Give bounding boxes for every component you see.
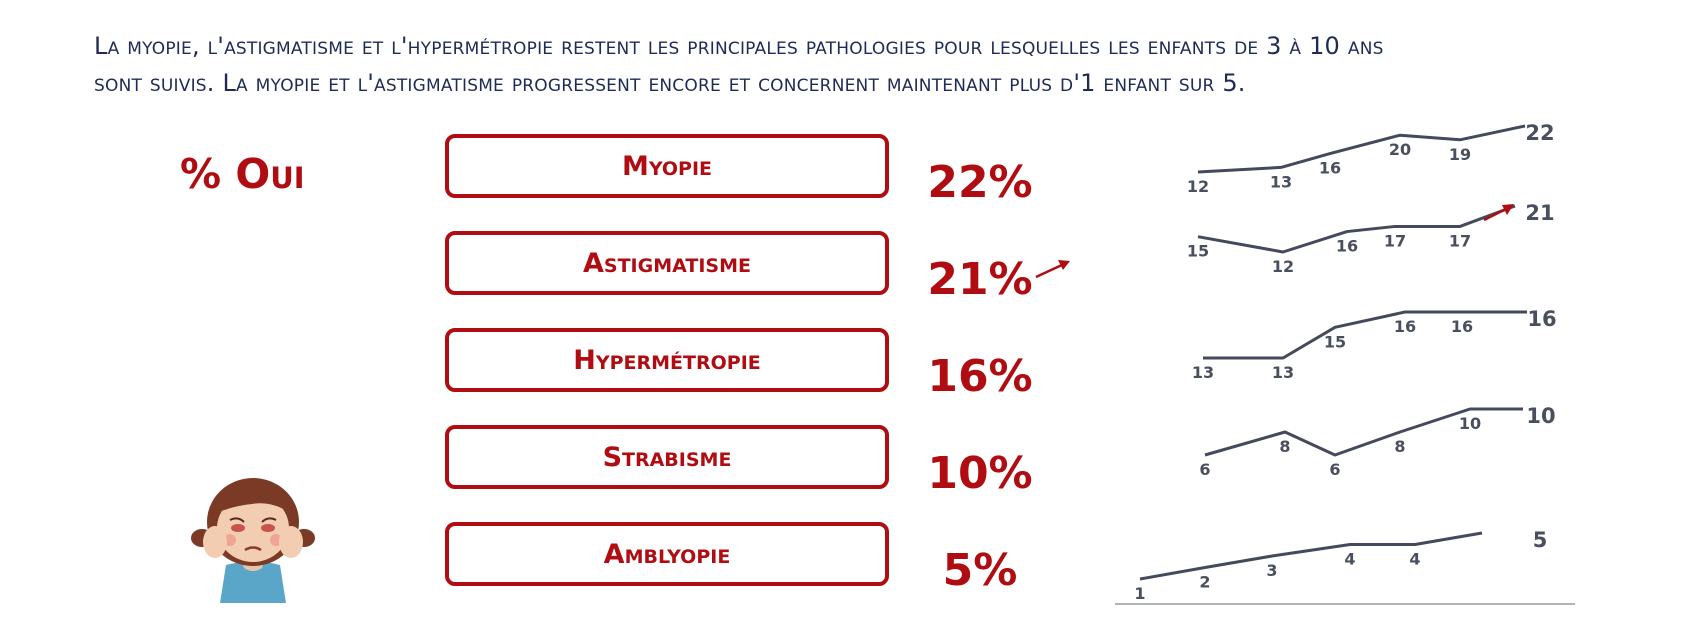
sparkline-point-label: 4 xyxy=(1344,550,1355,569)
sparkline-4 xyxy=(1139,531,1483,581)
sparkline-end-label: 21 xyxy=(1525,201,1554,225)
sparkline-2 xyxy=(1203,310,1527,360)
trend-up-arrow-icon xyxy=(1035,260,1070,279)
sparkline-point-label: 13 xyxy=(1270,172,1292,191)
sparkline-point-label: 12 xyxy=(1272,257,1294,276)
sparkline-3 xyxy=(1204,407,1523,457)
sparkline-point-label: 1 xyxy=(1134,584,1145,603)
sparkline-point-label: 15 xyxy=(1324,332,1346,351)
pathology-label-astigmatisme: Astigmatisme xyxy=(445,231,889,295)
sparkline-point-label: 17 xyxy=(1384,231,1406,250)
intro-line-2: sont suivis. La myopie et l'astigmatisme… xyxy=(94,69,1246,97)
sparkline-point-label: 16 xyxy=(1319,159,1341,178)
sparkline-point-label: 10 xyxy=(1459,414,1481,433)
sparkline-0 xyxy=(1197,124,1526,174)
pathology-label-myopie: Myopie xyxy=(445,134,889,198)
sparkline-point-label: 16 xyxy=(1336,237,1358,256)
sparkline-point-label: 16 xyxy=(1394,317,1416,336)
sparkline-point-label: 6 xyxy=(1329,460,1340,479)
sparkline-point-label: 2 xyxy=(1199,573,1210,592)
sparkline-end-label: 22 xyxy=(1525,121,1554,145)
sparkline-point-label: 4 xyxy=(1409,550,1420,569)
value-hypermetropie: 16% xyxy=(927,351,1033,402)
sparkline-end-label: 16 xyxy=(1527,307,1556,331)
sparkline-1 xyxy=(1197,204,1516,254)
pathology-label-amblyopie: Amblyopie xyxy=(445,522,889,586)
percent-yes-title: % Oui xyxy=(180,150,305,198)
intro-line-1: La myopie, l'astigmatisme et l'hypermétr… xyxy=(94,32,1384,60)
value-amblyopie: 5% xyxy=(942,545,1018,596)
value-myopie: 22% xyxy=(927,157,1033,208)
sparkline-point-label: 15 xyxy=(1187,242,1209,261)
sparkline-point-label: 8 xyxy=(1394,437,1405,456)
intro-text: La myopie, l'astigmatisme et l'hypermétr… xyxy=(94,28,1614,102)
sparkline-point-label: 17 xyxy=(1449,231,1471,250)
value-astigmatisme: 21% xyxy=(927,254,1033,305)
sparkline-point-label: 19 xyxy=(1449,145,1471,164)
sparkline-point-label: 8 xyxy=(1279,437,1290,456)
sparkline-point-label: 3 xyxy=(1266,561,1277,580)
sparkline-point-label: 20 xyxy=(1389,140,1411,159)
trend-up-arrow-head xyxy=(1502,204,1514,215)
trend-up-arrow-icon xyxy=(1483,206,1509,222)
sparkline-point-label: 16 xyxy=(1451,317,1473,336)
sparkline-point-label: 13 xyxy=(1192,363,1214,382)
sparkline-point-label: 13 xyxy=(1272,363,1294,382)
sparkline-end-label: 5 xyxy=(1533,528,1548,552)
value-strabisme: 10% xyxy=(927,448,1033,499)
sparkline-point-label: 6 xyxy=(1199,460,1210,479)
sparkline-point-label: 12 xyxy=(1187,177,1209,196)
sparkline-end-label: 10 xyxy=(1526,404,1555,428)
pathology-label-strabisme: Strabisme xyxy=(445,425,889,489)
child-rubbing-eyes-illustration xyxy=(191,478,315,603)
pathology-label-hypermetropie: Hypermétropie xyxy=(445,328,889,392)
